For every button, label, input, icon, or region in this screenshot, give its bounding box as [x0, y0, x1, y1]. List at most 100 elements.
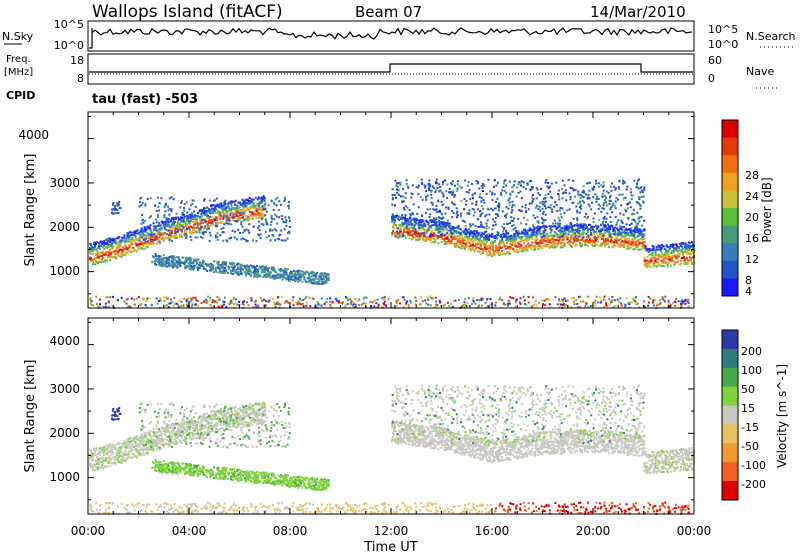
scatter-cell: [510, 246, 513, 249]
scatter-cell: [419, 227, 422, 230]
scatter-cell: [396, 227, 399, 230]
scatter-cell: [465, 245, 468, 248]
scatter-cell: [288, 207, 290, 210]
scatter-cell: [598, 218, 601, 221]
scatter-cell: [541, 200, 544, 203]
scatter-cell: [125, 239, 128, 242]
scatter-cell: [536, 188, 539, 191]
scatter-cell: [284, 221, 287, 224]
scatter-cell: [189, 262, 192, 265]
scatter-cell: [95, 260, 98, 263]
scatter-cell: [530, 244, 533, 246]
scatter-cell: [501, 238, 504, 241]
scatter-cell: [184, 256, 187, 259]
scatter-cell: [112, 256, 115, 259]
scatter-cell: [263, 269, 266, 272]
scatter-cell: [265, 272, 268, 275]
scatter-cell: [171, 240, 174, 242]
scatter-cell: [155, 221, 158, 224]
scatter-cell: [624, 235, 627, 238]
scatter-cell: [576, 217, 579, 220]
scatter-cell: [488, 237, 490, 240]
scatter-cell: [133, 240, 136, 242]
scatter-cell: [477, 180, 480, 183]
scatter-cell: [459, 232, 462, 235]
scatter-cell: [407, 304, 410, 307]
scatter-cell: [643, 237, 646, 240]
scatter-cell: [242, 205, 245, 208]
scatter-cell: [222, 262, 225, 265]
scatter-cell: [551, 196, 554, 199]
scatter-cell: [670, 252, 673, 254]
scatter-cell: [140, 222, 143, 225]
scatter-cell: [496, 231, 499, 234]
scatter-cell: [535, 233, 538, 236]
scatter-cell: [246, 240, 249, 242]
scatter-cell: [509, 252, 512, 255]
scatter-cell: [509, 192, 512, 195]
scatter-cell: [181, 212, 184, 214]
scatter-cell: [616, 232, 619, 235]
scatter-cell: [95, 242, 98, 245]
scatter-cell: [464, 243, 467, 245]
scatter-cell: [442, 195, 445, 198]
scatter-cell: [542, 224, 545, 227]
scatter-cell: [102, 256, 105, 259]
scatter-cell: [638, 203, 641, 206]
scatter-cell: [122, 251, 125, 254]
scatter-cell: [587, 233, 590, 236]
scatter-cell: [486, 237, 489, 240]
scatter-cell: [181, 230, 184, 233]
scatter-cell: [588, 181, 591, 184]
scatter-cell: [216, 232, 219, 235]
scatter-cell: [286, 275, 289, 278]
scatter-cell: [563, 244, 566, 247]
scatter-cell: [427, 221, 430, 224]
scatter-cell: [257, 211, 260, 214]
scatter-cell: [248, 218, 251, 221]
scatter-cell: [255, 210, 258, 213]
scatter-cell: [636, 222, 639, 225]
scatter-cell: [430, 190, 433, 193]
scatter-cell: [143, 242, 146, 245]
scatter-cell: [478, 187, 481, 190]
scatter-cell: [157, 260, 159, 263]
scatter-cell: [560, 229, 563, 232]
scatter-cell: [455, 237, 458, 240]
scatter-cell: [141, 202, 144, 205]
scatter-cell: [465, 229, 468, 232]
scatter-cell: [312, 274, 315, 277]
scatter-cell: [569, 244, 572, 247]
scatter-cell: [304, 279, 307, 282]
scatter-cell: [203, 199, 206, 202]
scatter-cell: [152, 243, 155, 246]
scatter-cell: [474, 192, 477, 195]
scatter-cell: [662, 245, 665, 248]
scatter-cell: [480, 196, 483, 199]
scatter-cell: [561, 246, 564, 249]
scatter-cell: [538, 205, 541, 208]
scatter-cell: [297, 280, 300, 283]
scatter-cell: [154, 254, 157, 257]
scatter-cell: [590, 239, 592, 242]
noise-panel-frame: [87, 20, 695, 52]
scatter-cell: [542, 234, 545, 237]
scatter-cell: [628, 244, 631, 247]
scatter-cell: [427, 228, 430, 231]
scatter-cell: [102, 261, 105, 264]
scatter-cell: [683, 245, 686, 248]
scatter-cell: [465, 200, 468, 202]
scatter-cell: [454, 184, 456, 187]
scatter-cell: [242, 219, 245, 222]
scatter-cell: [188, 258, 190, 261]
scatter-cell: [219, 266, 222, 269]
scatter-cell: [532, 226, 535, 228]
scatter-cell: [103, 244, 106, 247]
scatter-cell: [392, 226, 394, 229]
scatter-cell: [643, 258, 646, 261]
scatter-cell: [578, 211, 581, 214]
scatter-cell: [551, 244, 554, 246]
scatter-cell: [472, 214, 475, 217]
scatter-cell: [376, 298, 379, 301]
scatter-cell: [434, 241, 437, 244]
